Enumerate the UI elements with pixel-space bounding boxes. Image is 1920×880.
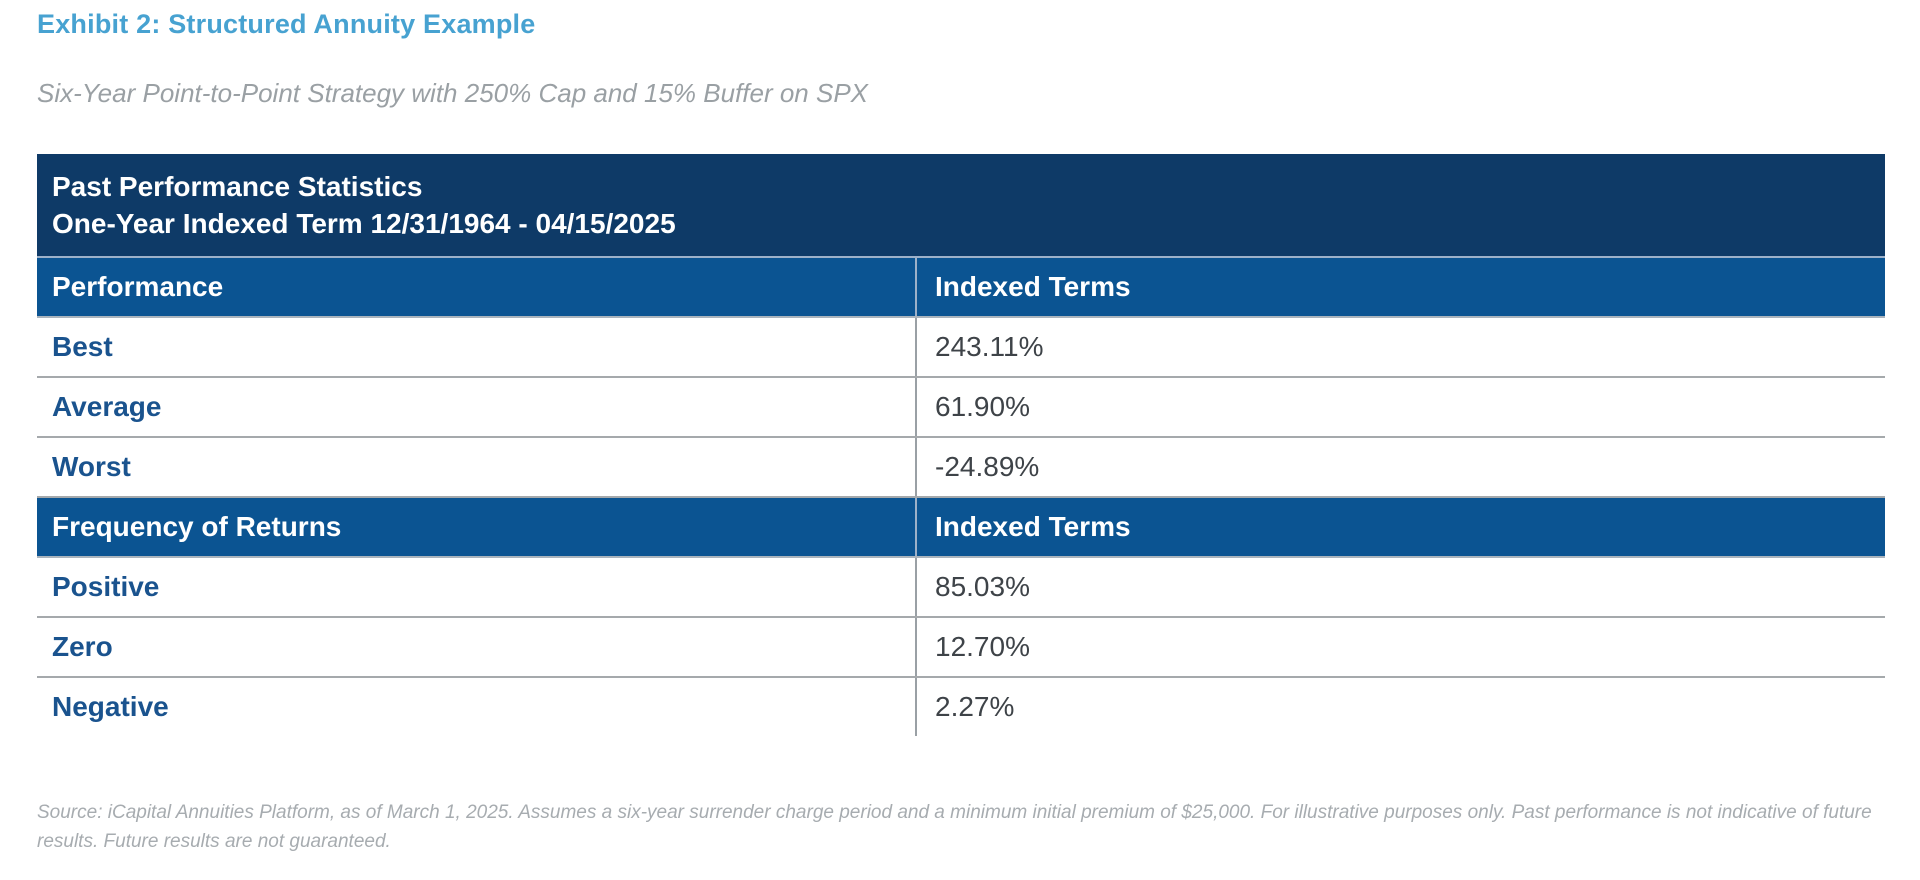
exhibit-content: Exhibit 2: Structured Annuity Example Si…: [37, 0, 1885, 856]
row-label-best: Best: [52, 331, 113, 362]
row-label-worst: Worst: [52, 451, 131, 482]
main-header-line-1: Past Performance Statistics: [52, 171, 423, 202]
row-label-negative: Negative: [52, 691, 169, 722]
section-header-performance: Performance Indexed Terms: [37, 258, 1885, 318]
frequency-column-header: Frequency of Returns: [52, 511, 342, 542]
row-value-average: 61.90%: [915, 378, 1885, 436]
page-title: Exhibit 2: Structured Annuity Example: [37, 9, 536, 39]
footnote: Source: iCapital Annuities Platform, as …: [37, 802, 1872, 852]
table-row-average: Average 61.90%: [37, 378, 1885, 438]
table-row-worst: Worst -24.89%: [37, 438, 1885, 498]
row-value-worst: -24.89%: [915, 438, 1885, 496]
performance-column-header: Performance: [52, 271, 224, 302]
table-row-best: Best 243.11%: [37, 318, 1885, 378]
row-label-positive: Positive: [52, 571, 160, 602]
table-row-negative: Negative 2.27%: [37, 678, 1885, 736]
stats-table: Past Performance Statistics One-Year Ind…: [37, 154, 1885, 736]
section-header-frequency: Frequency of Returns Indexed Terms: [37, 498, 1885, 558]
table-row-positive: Positive 85.03%: [37, 558, 1885, 618]
table-main-header: Past Performance Statistics One-Year Ind…: [37, 154, 1885, 258]
main-header-line-2: One-Year Indexed Term 12/31/1964 - 04/15…: [52, 208, 676, 239]
indexed-terms-column-header-2: Indexed Terms: [915, 498, 1885, 556]
page-subtitle: Six-Year Point-to-Point Strategy with 25…: [37, 78, 869, 108]
table-row-zero: Zero 12.70%: [37, 618, 1885, 678]
row-label-average: Average: [52, 391, 162, 422]
row-value-best: 243.11%: [915, 318, 1885, 376]
row-value-positive: 85.03%: [915, 558, 1885, 616]
row-value-negative: 2.27%: [915, 678, 1885, 736]
row-label-zero: Zero: [52, 631, 113, 662]
indexed-terms-column-header: Indexed Terms: [915, 258, 1885, 316]
row-value-zero: 12.70%: [915, 618, 1885, 676]
